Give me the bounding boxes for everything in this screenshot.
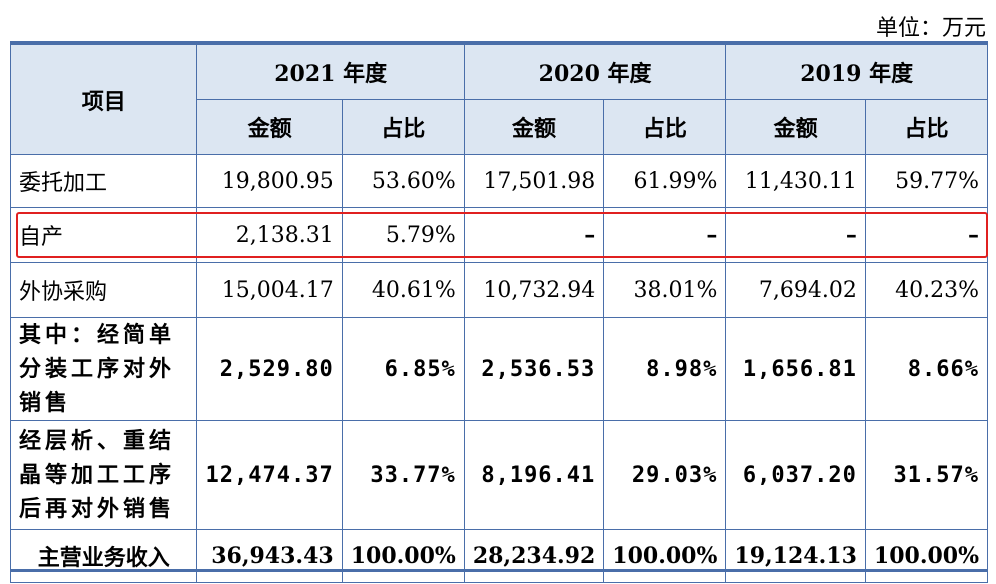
cell-value: 10,732.94 [463, 262, 605, 318]
row-label: 主营业务收入 [9, 529, 198, 583]
header-year-2021: 2021 年度 [196, 44, 465, 100]
cell-value: 17,501.98 [463, 154, 605, 208]
header-ratio: 占比 [864, 99, 989, 155]
header-year-2019: 2019 年度 [725, 44, 988, 100]
table-row: 主营业务收入 36,943.43 100.00% 28,234.92 100.0… [9, 529, 989, 583]
row-label: 外协采购 [9, 262, 198, 318]
header-amount: 金额 [196, 99, 343, 155]
table-row: 外协采购 15,004.17 40.61% 10,732.94 38.01% 7… [9, 262, 989, 318]
cell-value: 8,196.41 [463, 420, 605, 530]
cell-value: 12,474.37 [196, 420, 343, 530]
cell-value: 61.99% [603, 154, 727, 208]
cell-value: 36,943.43 [196, 529, 343, 583]
cell-value: 31.57% [864, 420, 989, 530]
header-amount: 金额 [725, 99, 866, 155]
table-bottom-rule [10, 569, 988, 572]
table-row: 经层析、重结晶等加工工序后再对外销售 12,474.37 33.77% 8,19… [9, 420, 989, 530]
cell-value: 8.66% [864, 317, 989, 421]
row-label: 自产 [9, 207, 198, 263]
header-year-2020: 2020 年度 [463, 44, 727, 100]
cell-value: 38.01% [603, 262, 727, 318]
cell-value: – [463, 207, 605, 263]
cell-value: 100.00% [603, 529, 727, 583]
row-label: 经层析、重结晶等加工工序后再对外销售 [9, 420, 198, 530]
cell-value: 8.98% [603, 317, 727, 421]
cell-value: 6.85% [341, 317, 465, 421]
cell-value: 100.00% [864, 529, 989, 583]
cell-value: 5.79% [341, 207, 465, 263]
cell-value: 1,656.81 [725, 317, 866, 421]
cell-value: 19,124.13 [725, 529, 866, 583]
header-ratio: 占比 [341, 99, 465, 155]
cell-value: 11,430.11 [725, 154, 866, 208]
cell-value: 28,234.92 [463, 529, 605, 583]
revenue-table: 项目 2021 年度 2020 年度 2019 年度 金额 占比 金额 占比 金… [9, 44, 989, 583]
header-ratio: 占比 [603, 99, 727, 155]
cell-value: 2,529.80 [196, 317, 343, 421]
row-label: 其中：经简单分装工序对外销售 [9, 317, 198, 421]
cell-value: – [864, 207, 989, 263]
cell-value: 100.00% [341, 529, 465, 583]
cell-value: 59.77% [864, 154, 989, 208]
header-amount: 金额 [463, 99, 605, 155]
cell-value: – [603, 207, 727, 263]
table-top-rule [10, 41, 988, 44]
cell-value: 6,037.20 [725, 420, 866, 530]
cell-value: 15,004.17 [196, 262, 343, 318]
cell-value: 40.23% [864, 262, 989, 318]
cell-value: 53.60% [341, 154, 465, 208]
cell-value: 2,138.31 [196, 207, 343, 263]
highlight-box [16, 212, 988, 258]
table-row: 委托加工 19,800.95 53.60% 17,501.98 61.99% 1… [9, 154, 989, 208]
unit-label: 单位：万元 [875, 16, 986, 41]
cell-value: 19,800.95 [196, 154, 343, 208]
table-row: 自产 2,138.31 5.79% – – – – [9, 207, 989, 263]
header-item: 项目 [9, 44, 198, 155]
cell-value: 40.61% [341, 262, 465, 318]
row-label: 委托加工 [9, 154, 198, 208]
cell-value: 2,536.53 [463, 317, 605, 421]
cell-value: 33.77% [341, 420, 465, 530]
table-row: 其中：经简单分装工序对外销售 2,529.80 6.85% 2,536.53 8… [9, 317, 989, 421]
cell-value: 29.03% [603, 420, 727, 530]
cell-value: 7,694.02 [725, 262, 866, 318]
